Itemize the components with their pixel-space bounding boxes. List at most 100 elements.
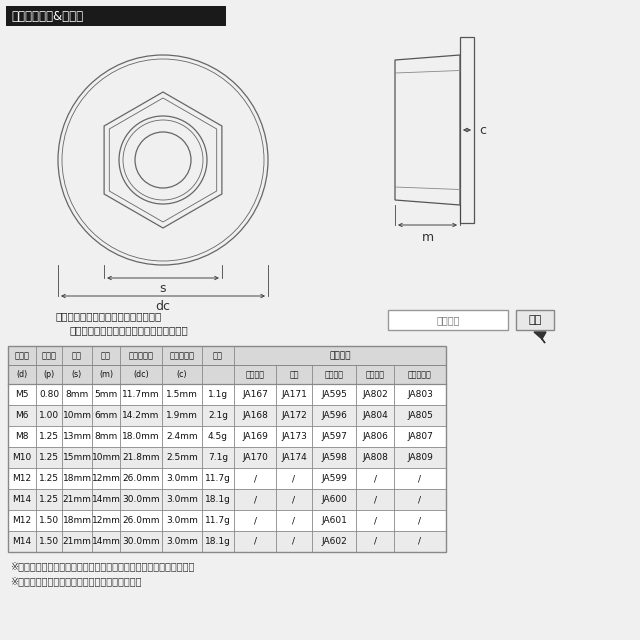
- Text: 1.50: 1.50: [39, 516, 59, 525]
- Text: 呼び径: 呼び径: [15, 351, 29, 360]
- Text: 1.25: 1.25: [39, 474, 59, 483]
- Text: /: /: [292, 537, 296, 546]
- Text: 2.4mm: 2.4mm: [166, 432, 198, 441]
- Text: ゴールド: ゴールド: [365, 370, 385, 379]
- Text: /: /: [253, 537, 257, 546]
- Text: /: /: [253, 495, 257, 504]
- FancyBboxPatch shape: [460, 37, 474, 223]
- Text: ストア内検索に商品番号を入力すると: ストア内検索に商品番号を入力すると: [55, 311, 161, 321]
- Text: ※記載のサイズ・重量は平均値です。個体により誤差がございます。: ※記載のサイズ・重量は平均値です。個体により誤差がございます。: [10, 561, 195, 571]
- Text: /: /: [374, 537, 376, 546]
- Text: JA168: JA168: [242, 411, 268, 420]
- Text: JA167: JA167: [242, 390, 268, 399]
- Text: 1.25: 1.25: [39, 453, 59, 462]
- Text: m: m: [421, 230, 433, 243]
- Text: M6: M6: [15, 411, 29, 420]
- Text: JA809: JA809: [407, 453, 433, 462]
- Text: 2.1g: 2.1g: [208, 411, 228, 420]
- Text: 12mm: 12mm: [92, 516, 120, 525]
- FancyBboxPatch shape: [8, 447, 446, 468]
- Text: M12: M12: [12, 474, 31, 483]
- FancyBboxPatch shape: [388, 310, 508, 330]
- Text: ※個体差により着色が異なる場合がございます。: ※個体差により着色が異なる場合がございます。: [10, 576, 141, 586]
- Text: JA169: JA169: [242, 432, 268, 441]
- Text: 26.0mm: 26.0mm: [122, 516, 160, 525]
- Text: 1.50: 1.50: [39, 537, 59, 546]
- Text: (m): (m): [99, 370, 113, 379]
- Text: 当店品番: 当店品番: [329, 351, 351, 360]
- Text: 焼きチタン: 焼きチタン: [408, 370, 432, 379]
- Text: M5: M5: [15, 390, 29, 399]
- Text: JA595: JA595: [321, 390, 347, 399]
- FancyBboxPatch shape: [8, 426, 446, 447]
- Text: (p): (p): [44, 370, 54, 379]
- Text: ピッチ: ピッチ: [42, 351, 56, 360]
- Text: 8mm: 8mm: [94, 432, 118, 441]
- Text: 18.0mm: 18.0mm: [122, 432, 160, 441]
- Text: c: c: [479, 124, 486, 136]
- Text: /: /: [374, 495, 376, 504]
- Text: 14mm: 14mm: [92, 537, 120, 546]
- Text: 18.1g: 18.1g: [205, 495, 231, 504]
- FancyBboxPatch shape: [6, 6, 226, 26]
- FancyBboxPatch shape: [8, 531, 446, 552]
- Text: シルバー: シルバー: [324, 370, 344, 379]
- Text: JA597: JA597: [321, 432, 347, 441]
- Text: 21mm: 21mm: [63, 495, 92, 504]
- Text: 重量: 重量: [213, 351, 223, 360]
- Text: 商品番号: 商品番号: [436, 315, 460, 325]
- Polygon shape: [534, 332, 546, 343]
- Text: (dc): (dc): [133, 370, 149, 379]
- Text: 7.1g: 7.1g: [208, 453, 228, 462]
- Text: M12: M12: [12, 516, 31, 525]
- Text: /: /: [374, 516, 376, 525]
- Text: JA596: JA596: [321, 411, 347, 420]
- Text: 平径: 平径: [72, 351, 82, 360]
- FancyBboxPatch shape: [516, 310, 554, 330]
- Text: 高さ: 高さ: [101, 351, 111, 360]
- Text: /: /: [419, 474, 422, 483]
- Text: JA173: JA173: [281, 432, 307, 441]
- Text: (c): (c): [177, 370, 188, 379]
- Text: dc: dc: [156, 300, 170, 312]
- Text: 1.25: 1.25: [39, 495, 59, 504]
- FancyBboxPatch shape: [8, 468, 446, 489]
- Text: 10mm: 10mm: [63, 411, 92, 420]
- Text: 18mm: 18mm: [63, 516, 92, 525]
- Text: 検索: 検索: [529, 315, 541, 325]
- Text: 3.0mm: 3.0mm: [166, 537, 198, 546]
- Text: JA601: JA601: [321, 516, 347, 525]
- FancyBboxPatch shape: [8, 510, 446, 531]
- Text: 2.5mm: 2.5mm: [166, 453, 198, 462]
- Text: 15mm: 15mm: [63, 453, 92, 462]
- Text: 1.00: 1.00: [39, 411, 59, 420]
- Text: 0.80: 0.80: [39, 390, 59, 399]
- Text: /: /: [253, 474, 257, 483]
- Text: (d): (d): [17, 370, 28, 379]
- Text: 30.0mm: 30.0mm: [122, 495, 160, 504]
- Text: /: /: [292, 474, 296, 483]
- Text: JA804: JA804: [362, 411, 388, 420]
- Text: M14: M14: [12, 537, 31, 546]
- Text: JA802: JA802: [362, 390, 388, 399]
- Text: /: /: [374, 474, 376, 483]
- Text: 21mm: 21mm: [63, 537, 92, 546]
- Text: 11.7g: 11.7g: [205, 474, 231, 483]
- Text: JA600: JA600: [321, 495, 347, 504]
- Text: 1.25: 1.25: [39, 432, 59, 441]
- Text: M8: M8: [15, 432, 29, 441]
- Text: /: /: [419, 537, 422, 546]
- Text: JA808: JA808: [362, 453, 388, 462]
- Text: 21.8mm: 21.8mm: [122, 453, 160, 462]
- Text: JA174: JA174: [281, 453, 307, 462]
- Text: JA172: JA172: [281, 411, 307, 420]
- FancyBboxPatch shape: [8, 346, 446, 384]
- Text: 虹色: 虹色: [289, 370, 299, 379]
- Text: 8mm: 8mm: [65, 390, 88, 399]
- Text: s: s: [160, 282, 166, 294]
- Text: JA803: JA803: [407, 390, 433, 399]
- Text: 5mm: 5mm: [94, 390, 118, 399]
- Text: 18mm: 18mm: [63, 474, 92, 483]
- Text: 26.0mm: 26.0mm: [122, 474, 160, 483]
- Text: JA806: JA806: [362, 432, 388, 441]
